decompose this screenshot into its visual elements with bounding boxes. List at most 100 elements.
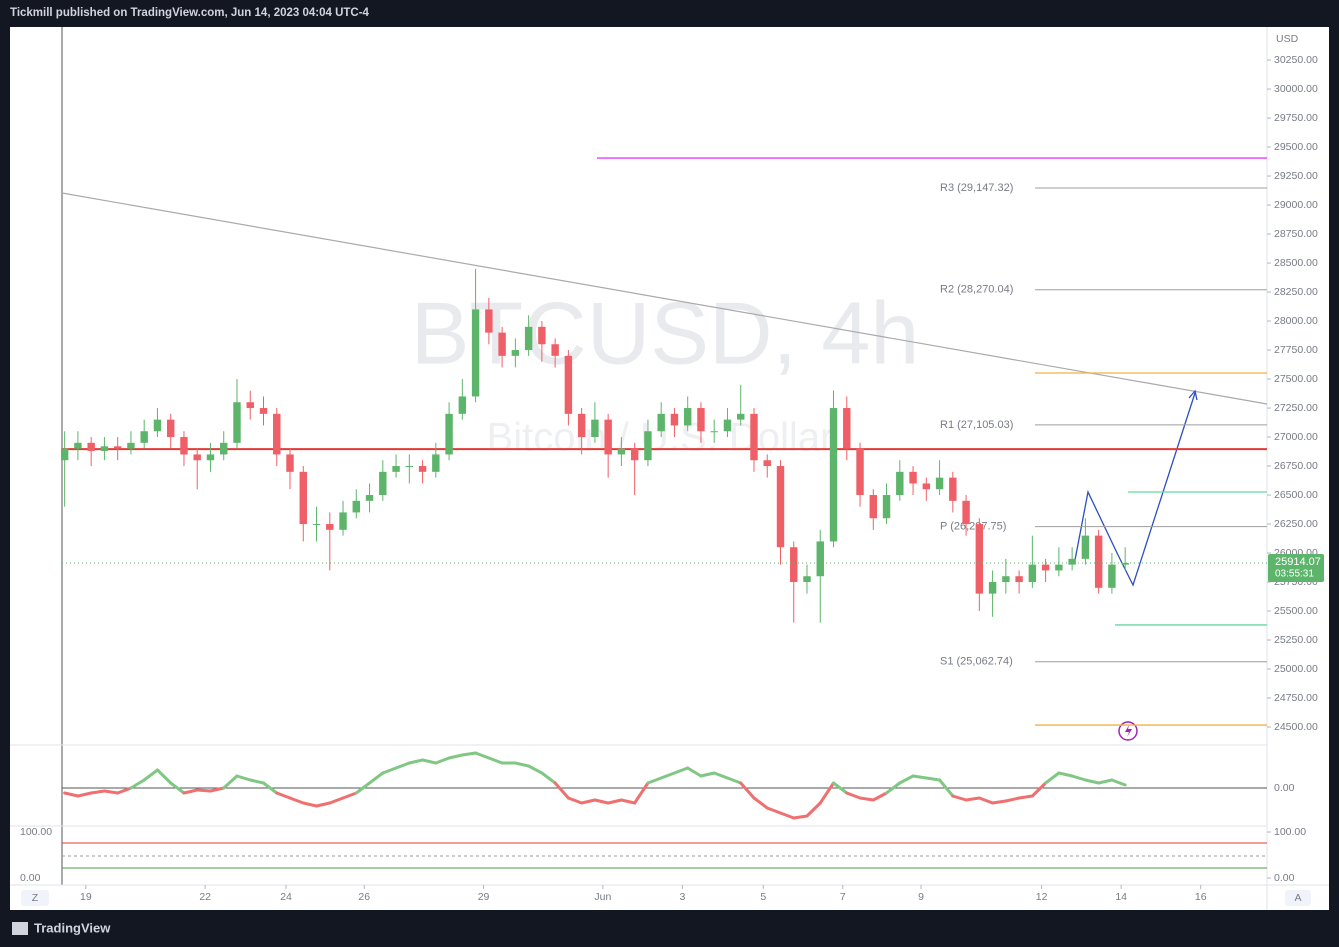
candle-body [803,576,811,583]
candle-body [524,326,533,351]
x-tick-label: 12 [1036,891,1048,903]
osc-segment [752,796,769,810]
candle-body [418,466,427,472]
x-tick-label: Jun [594,891,611,903]
candle-body [1041,564,1050,571]
candle-body [339,512,347,530]
projection-path [1074,392,1196,587]
candle-body [1108,564,1116,588]
candle-body [458,396,467,414]
osc-segment [368,771,385,785]
candle-body [1002,576,1010,583]
osc-segment [527,764,544,775]
osc-segment [633,781,650,805]
alert-icon[interactable] [1118,721,1138,741]
x-tick-label: 7 [840,891,846,903]
osc-segment [938,778,955,798]
stoch-tick-label: 0.00 [20,872,41,884]
candle-body [299,471,307,525]
osc-segment [725,776,743,785]
candle-body [670,413,679,426]
osc-segment [474,751,491,760]
candle-body [379,471,387,496]
y-tick-label: 28750.00 [1274,228,1318,240]
candle-body [617,448,626,455]
candle-body [485,309,493,333]
candle-body [498,332,506,356]
osc-segment [222,774,239,790]
candle-body [1068,558,1076,565]
osc-segment [765,806,782,815]
button[interactable] [21,890,49,906]
osc-segment [1017,794,1034,800]
candle-body [856,448,864,496]
candle-body [790,547,798,583]
osc-segment [818,781,836,805]
osc-segment [421,758,438,765]
candle-body [551,344,559,356]
osc-segment [871,791,889,802]
candle-body [882,495,891,519]
candle-body [326,524,334,530]
candle-body [763,460,771,467]
last-price-label: 25914.07 [1275,556,1321,568]
y-tick-label: 29750.00 [1274,112,1318,124]
y-tick-label: 28000.00 [1274,315,1318,327]
osc-segment [672,766,690,775]
candle-body [471,309,480,397]
y-tick-label: 27750.00 [1274,344,1318,356]
pivot-label: P (26,227.75) [940,521,1006,533]
osc-segment [208,786,226,793]
candle-body [220,442,228,455]
candle-body [259,408,268,414]
candle-body [816,541,824,577]
osc-segment [898,774,915,785]
candle-body [60,448,69,461]
candle-body [511,350,520,356]
osc-segment [1083,778,1101,785]
candle-body [591,419,599,438]
candle-body [405,466,414,468]
candle-body [153,419,162,432]
y-tick-label: 30250.00 [1274,54,1318,66]
alert-icon-bolt [1125,725,1132,737]
y-tick-label: 27000.00 [1274,431,1318,443]
osc-segment [858,796,875,802]
osc-segment [248,778,265,785]
button-label[interactable]: Z [32,892,39,904]
candle-body [273,413,281,455]
osc-segment [1110,778,1127,787]
y-tick-label: 26750.00 [1274,460,1318,472]
y-tick-label: 26500.00 [1274,489,1318,501]
y-tick-label: 25000.00 [1274,663,1318,675]
osc-segment [182,788,199,795]
osc-segment [315,801,332,808]
candle-body [737,413,745,420]
osc-segment [1044,771,1061,785]
pivot-label: R2 (28,270.04) [940,284,1013,296]
osc-segment [460,751,478,757]
osc-segment [487,756,504,765]
stoch-tick-label: 100.00 [20,826,52,838]
y-tick-label: 24750.00 [1274,692,1318,704]
button-label[interactable]: A [1294,892,1301,904]
osc-segment [540,771,557,785]
candle-body [286,454,294,472]
arrow-head [1188,389,1198,401]
osc-segment [606,798,623,805]
osc-segment [566,796,584,805]
last-price-tag [1268,553,1324,582]
button[interactable] [1285,890,1311,906]
candle-body [697,408,705,432]
osc-segment [553,781,570,800]
osc-segment [832,781,849,795]
osc-segment [235,774,252,782]
stoch-tick-label: 0.00 [1274,872,1295,884]
candle-body [577,413,586,438]
y-tick-label: 28500.00 [1274,257,1318,269]
osc-segment [911,774,928,780]
candle-body [776,466,785,548]
osc-segment [885,781,902,795]
logo [12,922,28,935]
